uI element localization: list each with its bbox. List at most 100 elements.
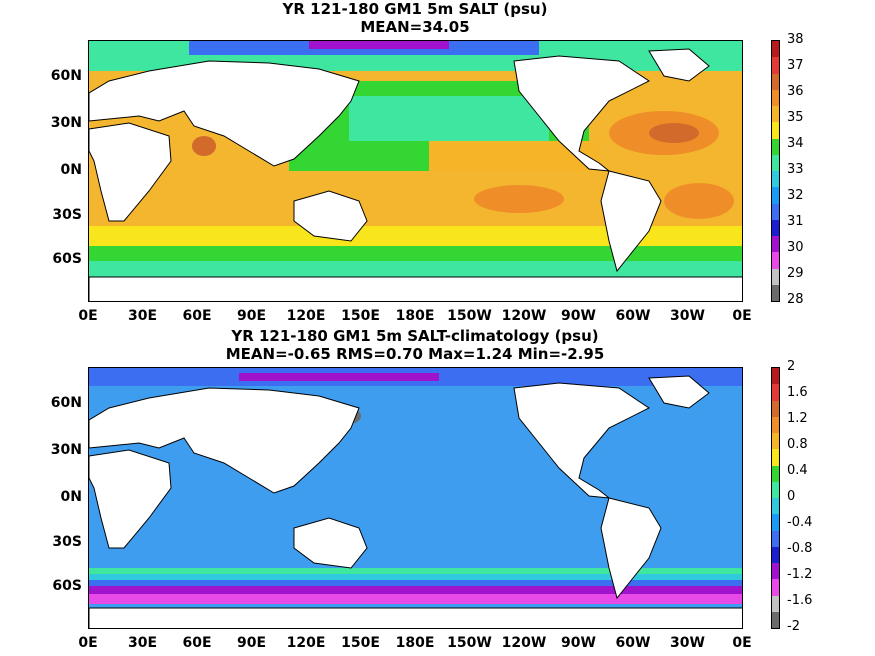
colorbar-swatch <box>772 187 779 204</box>
arabian-sea-high <box>192 136 216 156</box>
arctic-anomaly-min <box>239 373 439 381</box>
colorbar-label: 30 <box>787 240 804 255</box>
map1-svg <box>89 41 742 301</box>
lon-label: 90W <box>561 635 596 651</box>
colorbar-swatch <box>772 579 779 596</box>
colorbar-label: 28 <box>787 292 804 307</box>
map1-title: YR 121-180 GM1 5m SALT (psu) <box>282 0 548 18</box>
colorbar-label: 1.2 <box>787 411 808 426</box>
lon-label: 180E <box>395 308 435 324</box>
map2-panel <box>88 367 743 629</box>
africa-shape-2 <box>89 449 172 549</box>
greenland-shape <box>648 48 710 82</box>
map1-panel <box>88 40 743 302</box>
lon-label: 30E <box>127 635 158 651</box>
lon-label: 0E <box>78 308 98 324</box>
lon-label: 120E <box>286 308 326 324</box>
lon-label: 30W <box>670 308 705 324</box>
colorbar-swatch <box>772 416 779 433</box>
lat-label: 30N <box>50 115 82 131</box>
lat-label: 30S <box>52 534 82 550</box>
lat-label: 30S <box>52 207 82 223</box>
lon-label: 120W <box>501 308 547 324</box>
colorbar-label: 32 <box>787 188 804 203</box>
colorbar-label: 38 <box>787 32 804 47</box>
colorbar-swatch <box>772 203 779 220</box>
colorbar-label: 0.8 <box>787 437 808 452</box>
colorbar-swatch <box>772 138 779 155</box>
colorbar-swatch <box>772 236 779 253</box>
north-pacific-low <box>349 96 549 141</box>
colorbar-swatch <box>772 546 779 563</box>
colorbar-swatch <box>772 122 779 139</box>
australia-shape-2 <box>293 517 368 569</box>
eurasia-shape-2 <box>89 387 360 494</box>
colorbar-label: 34 <box>787 136 804 151</box>
lon-label: 60W <box>615 308 651 324</box>
colorbar-swatch <box>772 73 779 90</box>
south-pacific-high <box>474 185 564 213</box>
lon-label: 150W <box>447 635 492 651</box>
colorbar-label: 2 <box>787 359 796 374</box>
map2-title: YR 121-180 GM1 5m SALT-climatology (psu) <box>231 327 599 345</box>
colorbar-swatch <box>772 106 779 123</box>
colorbar-label: -1.2 <box>787 567 813 582</box>
lon-label: 120W <box>501 635 547 651</box>
lon-label: 0E <box>732 308 752 324</box>
colorbar-swatch <box>772 595 779 612</box>
colorbar-swatch <box>772 89 779 106</box>
north-america-shape <box>513 55 650 172</box>
colorbar-swatch <box>772 219 779 236</box>
colorbar-swatch <box>772 252 779 269</box>
colorbar-label: 0.4 <box>787 463 808 478</box>
colorbar-label: 31 <box>787 214 804 229</box>
lat-label: 60S <box>52 578 82 594</box>
southern-anomaly-band-2 <box>89 574 742 580</box>
australia-shape <box>293 190 368 242</box>
lon-label: 60W <box>615 635 651 651</box>
colorbar-swatch <box>772 611 779 628</box>
colorbar-swatch <box>772 57 779 74</box>
colorbar-swatch <box>772 530 779 547</box>
colorbar-swatch <box>772 481 779 498</box>
south-america-shape-2 <box>600 497 662 600</box>
colorbar-swatch <box>772 465 779 482</box>
colorbar-swatch <box>772 284 779 301</box>
africa-shape <box>89 122 172 222</box>
lat-label: 0N <box>60 489 82 505</box>
colorbar-label: -2 <box>787 619 800 634</box>
arctic-min-band <box>309 41 449 49</box>
colorbar-label: 0 <box>787 489 796 504</box>
map2-svg <box>89 368 742 628</box>
greenland-shape-2 <box>648 375 710 409</box>
colorbar-label: 37 <box>787 58 804 73</box>
colorbar-swatch <box>772 368 779 385</box>
lon-label: 90E <box>236 308 267 324</box>
north-america-shape-2 <box>513 382 650 499</box>
colorbar-swatch <box>772 400 779 417</box>
continents-2 <box>89 375 742 628</box>
lon-label: 60E <box>182 635 212 651</box>
atlantic-max <box>649 123 699 143</box>
lon-label: 30E <box>127 308 158 324</box>
lon-label: 150E <box>341 635 380 651</box>
colorbar-label: 36 <box>787 84 804 99</box>
colorbar-swatch <box>772 433 779 450</box>
colorbar-label: 1.6 <box>787 385 808 400</box>
antarctica-shape-2 <box>89 607 742 628</box>
colorbar-swatch <box>772 498 779 515</box>
map1-subtitle: MEAN=34.05 <box>360 18 470 36</box>
lat-label: 60N <box>50 68 82 84</box>
lat-label: 60N <box>50 395 82 411</box>
lon-label: 30W <box>670 635 705 651</box>
lon-label: 180E <box>395 635 435 651</box>
lon-label: 90E <box>236 635 267 651</box>
map2-colorbar <box>771 367 780 629</box>
colorbar-swatch <box>772 449 779 466</box>
lon-label: 0E <box>78 635 98 651</box>
continents <box>89 48 742 301</box>
colorbar-label: 33 <box>787 162 804 177</box>
lat-label: 60S <box>52 251 82 267</box>
colorbar-swatch <box>772 384 779 401</box>
colorbar-swatch <box>772 514 779 531</box>
